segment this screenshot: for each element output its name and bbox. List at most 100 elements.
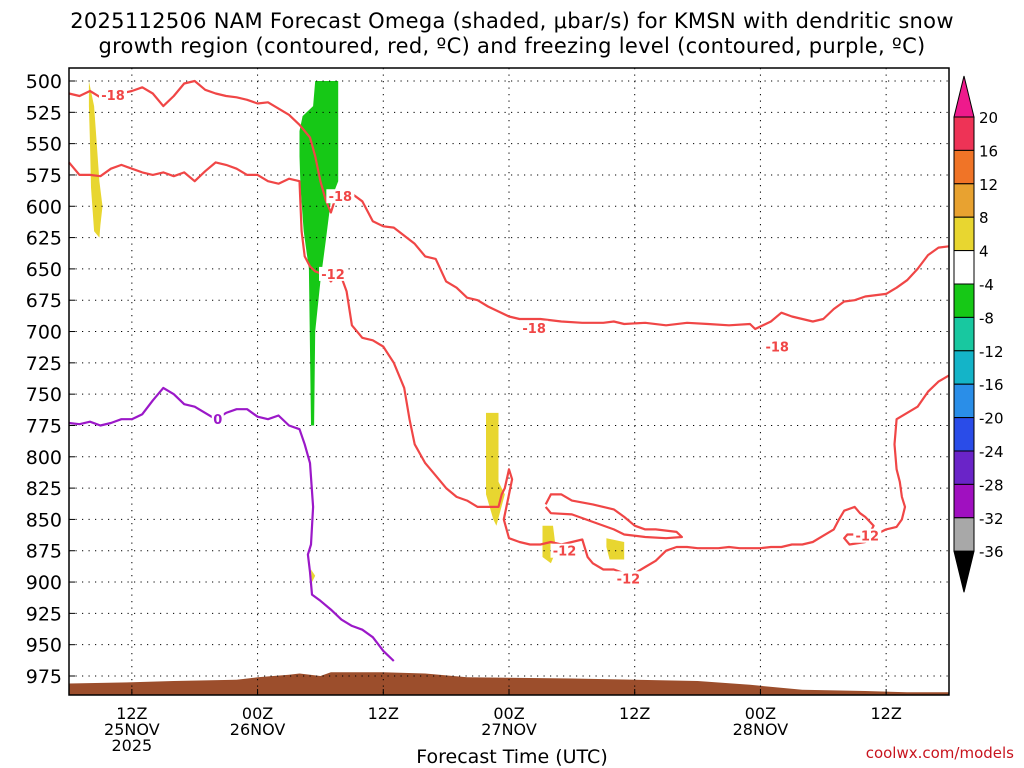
x-tick-label-6-0: 12Z	[116, 704, 147, 723]
y-tick-label-875: 875	[26, 541, 62, 563]
y-tick-label-750: 750	[26, 384, 62, 406]
contour-label-2: -18	[329, 190, 353, 205]
colorbar: 20 16 12 8 4 -4 -8 -12 -16 -20 -24 -28 -32 -36	[953, 75, 1004, 593]
terrain-area	[69, 672, 949, 695]
y-tick-label-950: 950	[26, 635, 62, 657]
x-tick-label-18-1: 26NOV	[230, 720, 286, 739]
colorbar-band-1	[953, 116, 975, 151]
colorbar-label-10: -20	[979, 410, 1004, 428]
colorbar-band-2	[953, 149, 975, 185]
contour-label-bg-1	[99, 87, 127, 102]
colorbar-band-10	[953, 417, 975, 452]
omega-area-3	[486, 412, 505, 526]
credit-text[interactable]: coolwx.com/models	[865, 744, 1014, 762]
colorbar-label-6: -4	[979, 276, 994, 294]
grid-lines	[69, 68, 949, 695]
x-tick-label-18-0: 00Z	[242, 704, 273, 723]
contour-label-bg-8	[853, 528, 882, 543]
x-tick-label-66-1: 28NOV	[733, 720, 789, 739]
colorbar-bottom-arrow	[953, 550, 975, 593]
contour-label-6: -12	[553, 545, 577, 560]
y-tick-label-650: 650	[26, 259, 62, 281]
colorbar-label-14: -36	[979, 543, 1004, 561]
x-tick-label-54-0: 12Z	[619, 704, 650, 723]
contour-label-bg-2	[326, 189, 355, 204]
colorbar-band-6	[953, 283, 975, 318]
contour-line-4	[68, 386, 395, 662]
y-tick-label-850: 850	[26, 509, 62, 531]
y-tick-label-575: 575	[26, 165, 62, 187]
colorbar-label-7: -8	[979, 309, 994, 327]
plot-frame	[68, 67, 950, 696]
contour-label-bg-6	[550, 543, 579, 558]
omega-area-1	[88, 81, 103, 238]
colorbar-label-12: -28	[979, 476, 1004, 494]
contour-label-9: 0	[213, 413, 222, 428]
contour-line-3	[544, 493, 684, 540]
x-axis-title: Forecast Time (UTC)	[416, 746, 608, 768]
colorbar-label-5: 4	[979, 243, 989, 261]
colorbar-band-5	[953, 250, 975, 285]
contour-label-1: -18	[101, 89, 125, 104]
y-tick-label-600: 600	[26, 196, 62, 218]
y-tick-label-800: 800	[26, 447, 62, 469]
y-tick-label-500: 500	[26, 71, 62, 93]
colorbar-label-2: 16	[979, 142, 998, 160]
x-tick-label-42-0: 00Z	[493, 704, 524, 723]
y-tick-label-625: 625	[26, 228, 62, 250]
contour-label-bg-3	[319, 266, 347, 281]
colorbar-band-13	[953, 517, 975, 552]
x-tick-label-6-2: 2025	[111, 736, 152, 755]
colorbar-label-3: 12	[979, 176, 998, 194]
contour-label-bg-7	[614, 571, 643, 586]
colorbar-band-9	[953, 383, 975, 419]
colorbar-label-4: 8	[979, 209, 989, 227]
colorbar-label-8: -12	[979, 343, 1004, 361]
omega-area-2	[299, 81, 339, 426]
colorbar-band-11	[953, 450, 975, 485]
x-tick-label-30-0: 12Z	[368, 704, 399, 723]
omega-area-5	[606, 538, 625, 560]
terrain-layer	[69, 672, 949, 695]
x-tick-label-6-1: 25NOV	[104, 720, 160, 739]
colorbar-band-12	[953, 483, 975, 519]
colorbar-label-1: 20	[979, 109, 998, 127]
chart-title-line2: growth region (contoured, red, ºC) and f…	[98, 34, 926, 58]
colorbar-band-3	[953, 183, 975, 218]
x-tick-label-42-1: 27NOV	[481, 720, 537, 739]
contour-lines	[68, 79, 950, 662]
colorbar-top-arrow	[953, 75, 975, 118]
contour-label-bg-4	[520, 320, 549, 335]
contour-label-bg-9	[211, 412, 224, 427]
y-tick-label-825: 825	[26, 478, 62, 500]
contour-label-bg-5	[763, 339, 792, 354]
contour-label-5: -18	[765, 341, 789, 356]
colorbar-label-13: -32	[979, 510, 1004, 528]
x-tick-label-78-0: 12Z	[870, 704, 901, 723]
contour-line-1	[68, 79, 950, 331]
y-tick-label-900: 900	[26, 572, 62, 594]
y-tick-label-975: 975	[26, 666, 62, 688]
contour-label-4: -18	[522, 322, 546, 337]
y-tick-label-700: 700	[26, 322, 62, 344]
y-tick-label-550: 550	[26, 134, 62, 156]
axes: 500 525 550 575 600 625 650 675 700 725 750 775 800 8…	[26, 67, 950, 755]
omega-area-6	[311, 569, 316, 583]
colorbar-label-11: -24	[979, 443, 1004, 461]
colorbar-label-9: -16	[979, 376, 1004, 394]
colorbar-band-7	[953, 316, 975, 352]
y-tick-label-675: 675	[26, 290, 62, 312]
x-tick-label-66-0: 00Z	[745, 704, 776, 723]
colorbar-band-4	[953, 216, 975, 252]
y-tick-label-925: 925	[26, 603, 62, 625]
y-tick-label-725: 725	[26, 353, 62, 375]
contour-label-8: -12	[856, 530, 880, 545]
chart-title-line1: 2025112506 NAM Forecast Omega (shaded, μ…	[70, 9, 954, 33]
contour-labels: -18 -18 -12 -18 -18 -12 -12 -12 0	[99, 87, 882, 587]
contour-label-3: -12	[321, 268, 345, 283]
colorbar-band-8	[953, 350, 975, 385]
y-tick-label-525: 525	[26, 102, 62, 124]
contour-label-7: -12	[617, 572, 641, 587]
y-tick-label-775: 775	[26, 415, 62, 437]
